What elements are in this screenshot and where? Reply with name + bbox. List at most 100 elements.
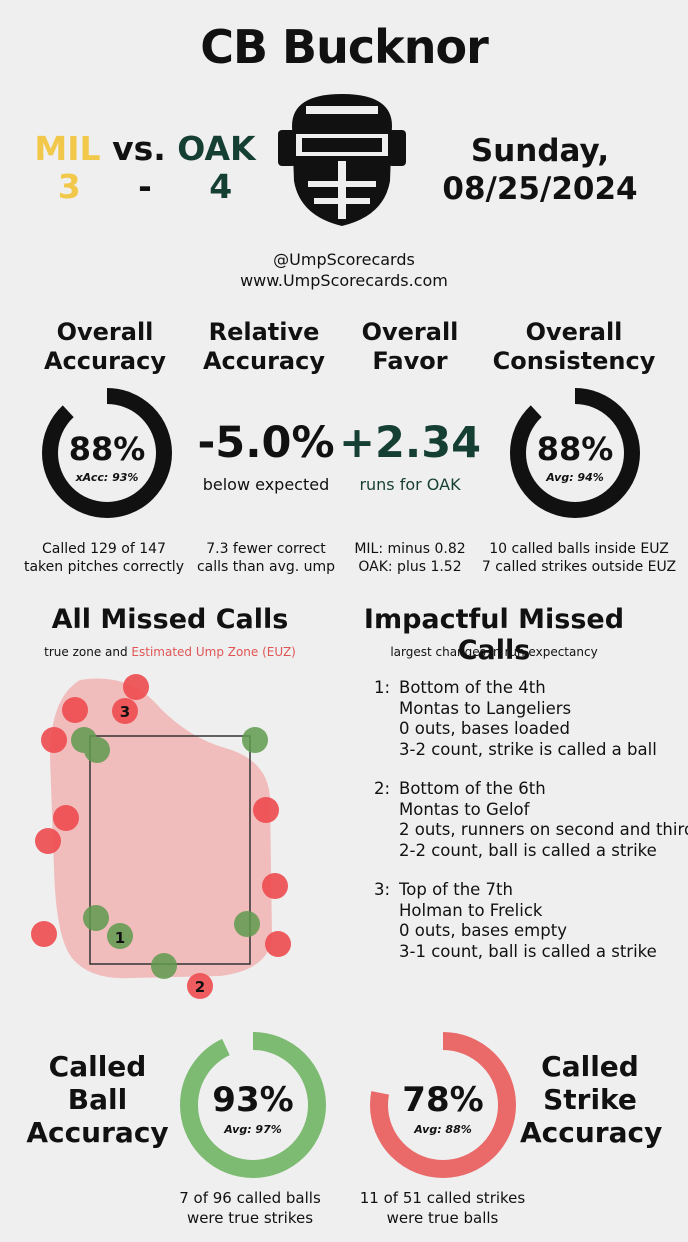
- desc-line: taken pitches correctly: [23, 559, 184, 575]
- strike-avg-label: Avg: 88%: [414, 1123, 472, 1136]
- overall-favor-heading: Overall Favor: [340, 318, 480, 376]
- item-inning: Bottom of the 6th: [399, 779, 546, 798]
- item-matchup: Montas to Gelof: [399, 799, 530, 819]
- missed-strike-marker: [62, 697, 88, 723]
- heading-line: Overall: [525, 318, 623, 346]
- date-value: 08/25/2024: [442, 171, 638, 207]
- heading-line: Overall: [56, 318, 154, 346]
- missed-ball-marker: [151, 953, 177, 979]
- overall-consistency-heading: Overall Consistency: [484, 318, 664, 376]
- list-item: 1: Bottom of the 4th Montas to Langelier…: [374, 678, 688, 760]
- desc-line: Called 129 of 147: [42, 541, 166, 557]
- item-matchup: Montas to Langeliers: [399, 698, 572, 718]
- missed-strike-marker: [123, 674, 149, 700]
- matchup: MIL vs. OAK 3 - 4: [30, 130, 260, 206]
- heading-line: Consistency: [492, 347, 656, 375]
- called-strike-accuracy-heading: Called Strike Accuracy: [520, 1050, 663, 1149]
- credits: @UmpScorecards www.UmpScorecards.com: [210, 249, 478, 291]
- team-names: MIL vs. OAK: [30, 130, 260, 168]
- zone-legend: true zone and Estimated Ump Zone (EUZ): [10, 643, 330, 661]
- missed-call-label-3: 3: [120, 703, 130, 721]
- relative-accuracy-desc: 7.3 fewer correct calls than avg. ump: [188, 540, 344, 576]
- item-number: 1:: [374, 678, 391, 697]
- missed-strike-marker: [187, 973, 213, 999]
- missed-ball-marker: [83, 905, 109, 931]
- umpire-name: CB Bucknor: [200, 20, 489, 74]
- all-missed-calls-title: All Missed Calls: [51, 604, 289, 635]
- missed-ball-marker: [234, 911, 260, 937]
- heading-line: Called: [541, 1050, 639, 1083]
- missed-strike-marker: [41, 727, 67, 753]
- heading-line: Accuracy: [43, 347, 166, 375]
- desc-line: 7 called strikes outside EUZ: [481, 559, 677, 575]
- called-strike-desc: 11 of 51 called strikes were true balls: [340, 1188, 545, 1228]
- desc-line: were true strikes: [186, 1209, 314, 1227]
- ball-avg-label: Avg: 97%: [224, 1123, 282, 1136]
- overall-accuracy-heading: Overall Accuracy: [20, 318, 190, 376]
- game-date: Sunday, 08/25/2024: [420, 132, 660, 208]
- heading-line: Ball: [67, 1083, 128, 1116]
- missed-strike-marker: [265, 931, 291, 957]
- heading-line: Favor: [372, 347, 448, 375]
- legend-true-zone: true zone and: [44, 645, 132, 659]
- heading-line: Accuracy: [26, 1116, 169, 1149]
- impactful-calls-list: 1: Bottom of the 4th Montas to Langelier…: [374, 678, 688, 981]
- desc-line: were true balls: [386, 1209, 499, 1227]
- score-dash: -: [138, 167, 152, 206]
- item-call: 3-1 count, ball is called a strike: [399, 941, 657, 961]
- overall-accuracy-desc: Called 129 of 147 taken pitches correctl…: [14, 540, 194, 576]
- overall-favor-sub: runs for OAK: [359, 475, 461, 494]
- away-team: MIL: [34, 129, 101, 168]
- date-weekday: Sunday,: [470, 133, 610, 169]
- missed-strike-marker: [253, 797, 279, 823]
- overall-accuracy-ring: [42, 388, 172, 518]
- called-strike-accuracy-value: 78%: [402, 1080, 484, 1120]
- overall-consistency-ring: [510, 388, 640, 518]
- missed-strike-marker: [53, 805, 79, 831]
- item-call: 3-2 count, strike is called a ball: [399, 739, 657, 759]
- desc-line: MIL: minus 0.82: [354, 541, 466, 557]
- called-ball-accuracy-value: 93%: [212, 1080, 294, 1120]
- item-number: 3:: [374, 880, 391, 899]
- called-ball-accuracy-ring: [180, 1032, 326, 1178]
- item-situation: 0 outs, bases loaded: [399, 719, 570, 738]
- missed-calls-plot: 1 2 3: [31, 674, 291, 999]
- overall-consistency-value: 88%: [536, 430, 614, 468]
- heading-line: Accuracy: [520, 1116, 663, 1149]
- overall-consistency-desc: 10 called balls inside EUZ 7 called stri…: [474, 540, 684, 576]
- relative-accuracy-heading: Relative Accuracy: [188, 318, 340, 376]
- item-situation: 2 outs, runners on second and third: [399, 820, 688, 839]
- xacc-label: xAcc: 93%: [75, 471, 139, 484]
- called-ball-desc: 7 of 96 called balls were true strikes: [150, 1188, 350, 1228]
- item-number: 2:: [374, 779, 391, 798]
- desc-line: 11 of 51 called strikes: [359, 1189, 526, 1207]
- missed-ball-marker: [107, 923, 133, 949]
- umpire-mask-icon: [278, 94, 406, 226]
- item-situation: 0 outs, bases empty: [399, 921, 567, 940]
- overall-accuracy-value: 88%: [68, 430, 146, 468]
- home-score: 4: [209, 167, 233, 206]
- called-strike-accuracy-ring: [370, 1032, 516, 1178]
- item-call: 2-2 count, ball is called a strike: [399, 840, 657, 860]
- missed-strike-marker: [35, 828, 61, 854]
- heading-line: Strike: [543, 1083, 637, 1116]
- heading-line: Accuracy: [202, 347, 325, 375]
- missed-strike-marker: [31, 921, 57, 947]
- called-ball-accuracy-heading: Called Ball Accuracy: [20, 1050, 175, 1149]
- heading-line: Overall: [361, 318, 459, 346]
- list-item: 2: Bottom of the 6th Montas to Gelof 2 o…: [374, 779, 688, 861]
- item-inning: Top of the 7th: [399, 880, 513, 899]
- desc-line: 7 of 96 called balls: [179, 1189, 321, 1207]
- missed-ball-marker: [84, 737, 110, 763]
- impactful-missed-calls-title: Impactful Missed Calls: [363, 604, 625, 666]
- relative-accuracy-sub: below expected: [202, 475, 330, 494]
- home-team: OAK: [177, 129, 256, 168]
- missed-call-label-2: 2: [195, 978, 205, 996]
- missed-ball-marker: [242, 727, 268, 753]
- vs-label: vs.: [112, 129, 166, 168]
- overall-favor-desc: MIL: minus 0.82 OAK: plus 1.52: [344, 540, 476, 576]
- item-inning: Bottom of the 4th: [399, 678, 546, 697]
- impactful-subtitle: largest changes in run expectancy: [390, 645, 598, 659]
- item-matchup: Holman to Frelick: [399, 900, 543, 920]
- desc-line: calls than avg. ump: [196, 559, 336, 575]
